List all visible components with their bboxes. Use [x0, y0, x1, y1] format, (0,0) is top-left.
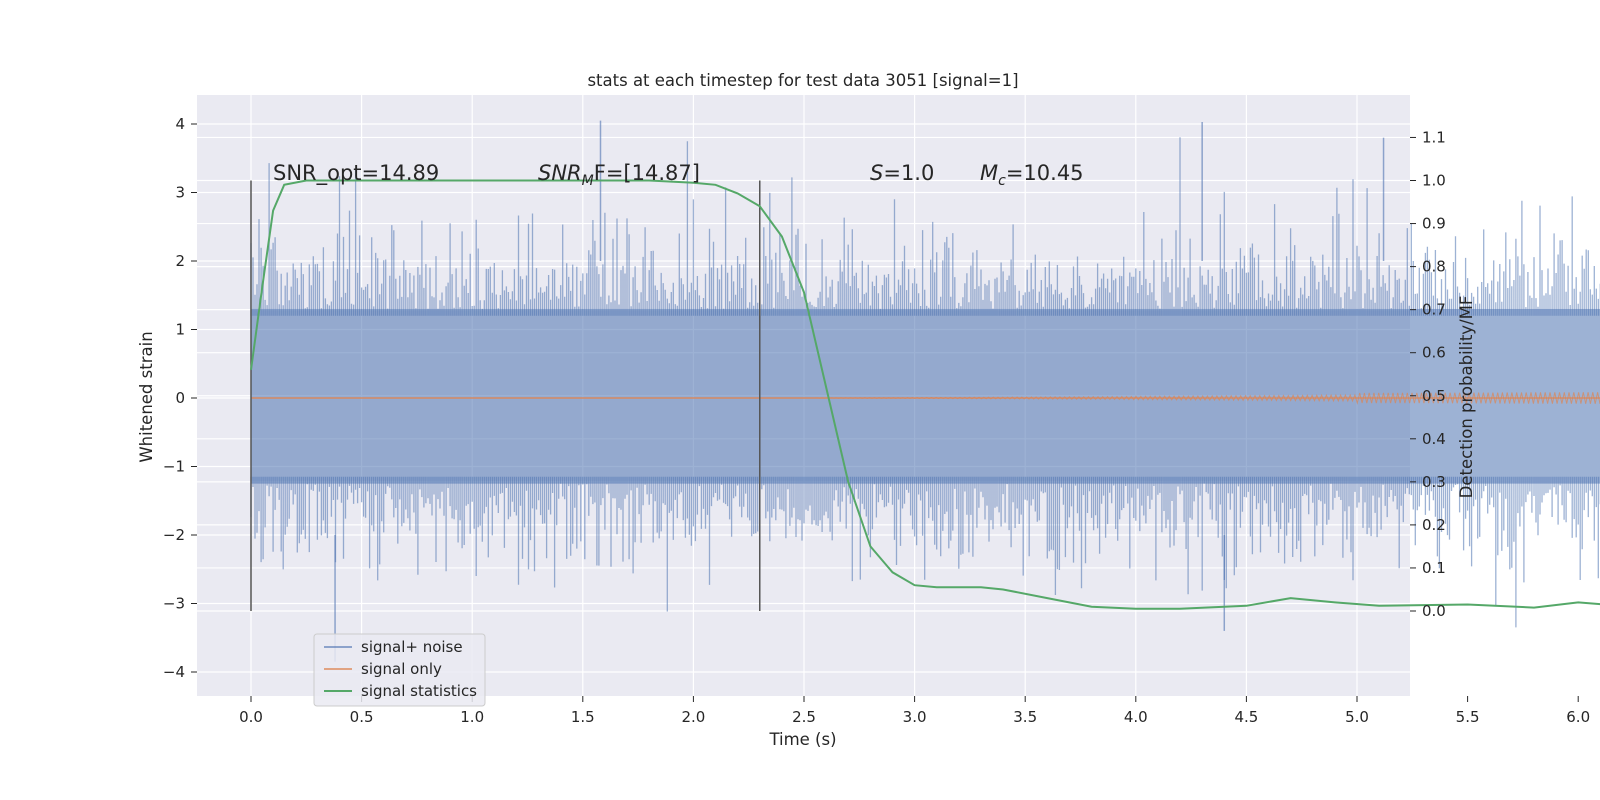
y-right-tick-label: 0.9	[1422, 215, 1446, 233]
y-right-tick-label: 0.6	[1422, 344, 1446, 362]
x-tick-label: 0.5	[350, 708, 374, 726]
chart-title: stats at each timestep for test data 305…	[587, 71, 1018, 90]
y-left-tick-label: 1	[175, 321, 185, 339]
legend-label-signal-only: signal only	[361, 660, 442, 678]
signal-noise-band	[251, 308, 1600, 484]
y-left-tick-label: 0	[175, 389, 185, 407]
x-tick-label: 2.5	[792, 708, 816, 726]
y-left-tick-label: −4	[163, 663, 185, 681]
y-left-tick-label: 4	[175, 115, 185, 133]
y-right-tick-label: 0.3	[1422, 473, 1446, 491]
x-tick-label: 0.0	[239, 708, 263, 726]
x-tick-label: 5.0	[1345, 708, 1369, 726]
signal-only-series	[251, 392, 1600, 405]
mc-annotation: Mc=10.45	[980, 161, 1084, 189]
x-tick-label: 1.5	[571, 708, 595, 726]
y-left-tick-label: −1	[163, 458, 185, 476]
legend-box	[313, 633, 486, 707]
x-tick-label: 4.0	[1124, 708, 1148, 726]
x-tick-label: 5.5	[1456, 708, 1480, 726]
y-right-tick-label: 0.8	[1422, 258, 1446, 276]
snr-mf-prefix: SNR	[538, 161, 582, 185]
x-tick-label: 3.5	[1013, 708, 1037, 726]
y-right-tick-label: 0.0	[1422, 602, 1446, 620]
s-label: S	[870, 161, 883, 185]
y-axis-right-ticks: 1.1 1.0 0.9 0.8 0.7 0.6 0.5 0.4 0.3 0.2 0.1 0.0	[1410, 128, 1446, 620]
y-axis-left-ticks: 4 3 2 1 0 −1 −2 −3 −4	[163, 115, 197, 681]
y-right-tick-label: 0.2	[1422, 516, 1446, 534]
mc-label: M	[980, 161, 998, 185]
signal-noise-series	[250, 120, 1600, 662]
plot-series	[250, 120, 1600, 662]
x-tick-label: 2.0	[681, 708, 705, 726]
legend: signal+ noise signal only signal statist…	[313, 633, 486, 707]
y-left-tick-label: −2	[163, 526, 185, 544]
x-tick-label: 1.0	[460, 708, 484, 726]
y-right-tick-label: 0.4	[1422, 430, 1446, 448]
x-axis-label: Time (s)	[768, 730, 836, 749]
x-axis-ticks: 0.00.51.01.52.02.53.03.54.04.55.05.56.06…	[239, 696, 1590, 726]
mc-value: =10.45	[1006, 161, 1084, 185]
y-left-tick-label: 3	[175, 184, 185, 202]
y-left-tick-label: −3	[163, 595, 185, 613]
y-right-tick-label: 0.5	[1422, 387, 1446, 405]
y-axis-left-label: Whitened strain	[137, 331, 156, 462]
signal-statistics-line	[250, 179, 1600, 610]
legend-label-signal-noise: signal+ noise	[361, 638, 463, 656]
legend-label-signal-statistics: signal statistics	[361, 682, 477, 700]
y-axis-right-label: Detection probability/MF	[1457, 296, 1476, 499]
s-annotation: S=1.0	[870, 161, 934, 185]
x-tick-label: 6.0	[1566, 708, 1590, 726]
y-right-tick-label: 1.1	[1422, 128, 1446, 146]
y-left-tick-label: 2	[175, 252, 185, 270]
y-right-tick-label: 0.7	[1422, 301, 1446, 319]
x-tick-label: 3.0	[903, 708, 927, 726]
y-right-tick-label: 0.1	[1422, 559, 1446, 577]
snr-opt-annotation: SNR_opt=14.89	[273, 161, 439, 186]
snr-mf-annotation: SNRMF=[14.87]	[538, 161, 700, 189]
snr-mf-value: F=[14.87]	[594, 161, 700, 185]
mc-subscript: c	[998, 173, 1006, 189]
y-right-tick-label: 1.0	[1422, 172, 1446, 190]
vertical-markers	[250, 180, 761, 611]
s-value: =1.0	[883, 161, 934, 185]
snr-mf-subscript: M	[582, 173, 594, 189]
x-tick-label: 4.5	[1234, 708, 1258, 726]
